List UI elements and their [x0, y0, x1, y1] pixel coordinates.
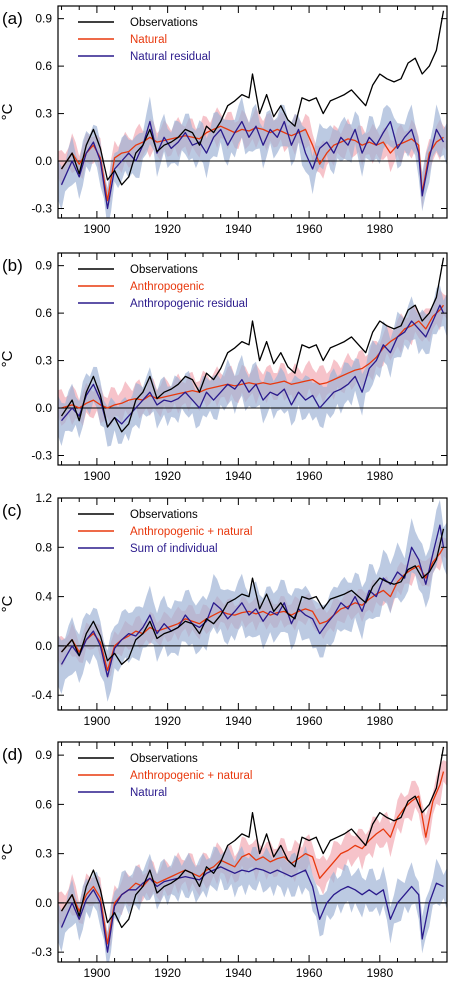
plot-frame [57, 497, 448, 711]
legend-label-natural: Natural [130, 34, 167, 46]
y-tick-label: 0.0 [35, 896, 52, 910]
y-axis-label: °C [0, 843, 16, 860]
x-tick-label: 1920 [154, 966, 181, 980]
x-tick-label: 1960 [296, 469, 323, 483]
chart-panel-2: 1900 1920 1940 1960 1980 -0.4 0.0 0.4 0.8 1.2 °C (c… [0, 491, 448, 728]
series-line-anthropogenic-natural [61, 546, 445, 672]
y-tick-label: 0.6 [35, 797, 52, 811]
y-tick-label: 0.3 [35, 847, 52, 861]
legend-label-anthropogenic-residual: Anthropogenic residual [130, 298, 248, 310]
x-tick-label: 1940 [225, 469, 252, 483]
series-line-natural-residual [60, 120, 445, 210]
plot-frame [57, 741, 448, 963]
legend: Observations Natural Natural residual [78, 17, 211, 63]
x-tick-label: 1980 [366, 222, 393, 236]
y-tick-label: 0.6 [35, 306, 52, 320]
x-tick-label: 1920 [154, 469, 181, 483]
panel-label: (b) [2, 256, 23, 275]
x-tick-label: 1900 [84, 469, 111, 483]
plot-area [58, 746, 447, 962]
y-tick-label: 0.9 [35, 259, 52, 273]
series-line-sum-of-individual [60, 524, 445, 678]
y-axis-label: °C [0, 350, 16, 367]
legend-label-observations: Observations [130, 264, 198, 276]
panel-label: (a) [2, 9, 23, 28]
x-tick-label: 1960 [296, 966, 323, 980]
legend-label-anthropogenic: Anthropogenic [130, 281, 204, 293]
x-tick-label: 1900 [84, 966, 111, 980]
y-tick-label: 0.9 [35, 748, 52, 762]
legend-label-sum-of-individual: Sum of individual [130, 543, 218, 555]
y-tick-label: -0.3 [31, 449, 52, 463]
plot-area [58, 10, 447, 218]
x-tick-label: 1980 [366, 469, 393, 483]
x-tick-label: 1960 [296, 222, 323, 236]
uncertainty-band-sum-of-individual [58, 499, 447, 702]
series-line-observations [60, 746, 445, 929]
y-tick-label: 0.6 [35, 59, 52, 73]
y-tick-label: 0.3 [35, 107, 52, 121]
plot-area [58, 257, 447, 447]
series-line-observations [61, 528, 445, 666]
legend-label-natural-residual: Natural residual [130, 51, 211, 63]
legend-label-natural: Natural [130, 787, 167, 799]
chart-panel-1: 1900 1920 1940 1960 1980 -0.3 0.0 0.3 0.6 0.9 °C (b… [0, 252, 448, 483]
legend-label-observations: Observations [130, 509, 198, 521]
uncertainty-band-anthropogenic-residual [58, 285, 447, 447]
legend-label-observations: Observations [130, 17, 198, 29]
x-tick-label: 1980 [366, 714, 393, 728]
panel-label: (c) [2, 501, 22, 520]
plot-frame [57, 252, 448, 466]
panel-label: (d) [2, 745, 23, 764]
uncertainty-band-natural [58, 845, 447, 962]
uncertainty-band-natural-residual [58, 96, 447, 218]
y-tick-label: 0.3 [35, 354, 52, 368]
chart-panel-3: 1900 1920 1940 1960 1980 -0.3 0.0 0.3 0.6 0.9 °C (d… [0, 741, 448, 980]
legend-label-anthropogenic-natural: Anthropogenic + natural [130, 526, 252, 538]
x-tick-label: 1960 [296, 714, 323, 728]
x-tick-label: 1980 [366, 966, 393, 980]
y-tick-label: 0.0 [35, 639, 52, 653]
y-tick-label: 0.4 [35, 590, 52, 604]
y-tick-label: 0.9 [35, 12, 52, 26]
plot-area [58, 499, 447, 702]
x-tick-label: 1940 [225, 222, 252, 236]
chart-panel-0: 1900 1920 1940 1960 1980 -0.3 0.0 0.3 0.6 0.9 °C (a… [0, 5, 448, 236]
x-tick-label: 1940 [225, 714, 252, 728]
x-tick-label: 1920 [154, 222, 181, 236]
series-line-natural [60, 866, 444, 953]
legend-label-anthropogenic-natural: Anthropogenic + natural [130, 770, 252, 782]
x-tick-label: 1900 [84, 222, 111, 236]
y-tick-label: 0.0 [35, 154, 52, 168]
y-axis-label: °C [0, 103, 16, 120]
y-tick-label: 0.0 [35, 401, 52, 415]
x-tick-label: 1920 [154, 714, 181, 728]
y-tick-label: -0.3 [31, 202, 52, 216]
y-tick-label: 1.2 [35, 491, 52, 505]
y-tick-label: -0.4 [31, 688, 52, 702]
plot-frame [57, 5, 448, 219]
series-line-observations [60, 257, 445, 433]
x-tick-label: 1940 [225, 966, 252, 980]
x-tick-label: 1900 [84, 714, 111, 728]
y-tick-label: -0.3 [31, 945, 52, 959]
series-line-anthropogenic-residual [61, 304, 445, 428]
legend-label-observations: Observations [130, 753, 198, 765]
y-axis-label: °C [0, 595, 16, 612]
legend: Observations Anthropogenic Anthropogenic r… [78, 264, 248, 310]
y-tick-label: 0.8 [35, 540, 52, 554]
series-line-observations [60, 10, 445, 186]
legend: Observations Anthropogenic + natural Sum o… [78, 509, 252, 555]
legend: Observations Anthropogenic + natural Natur… [78, 753, 252, 799]
